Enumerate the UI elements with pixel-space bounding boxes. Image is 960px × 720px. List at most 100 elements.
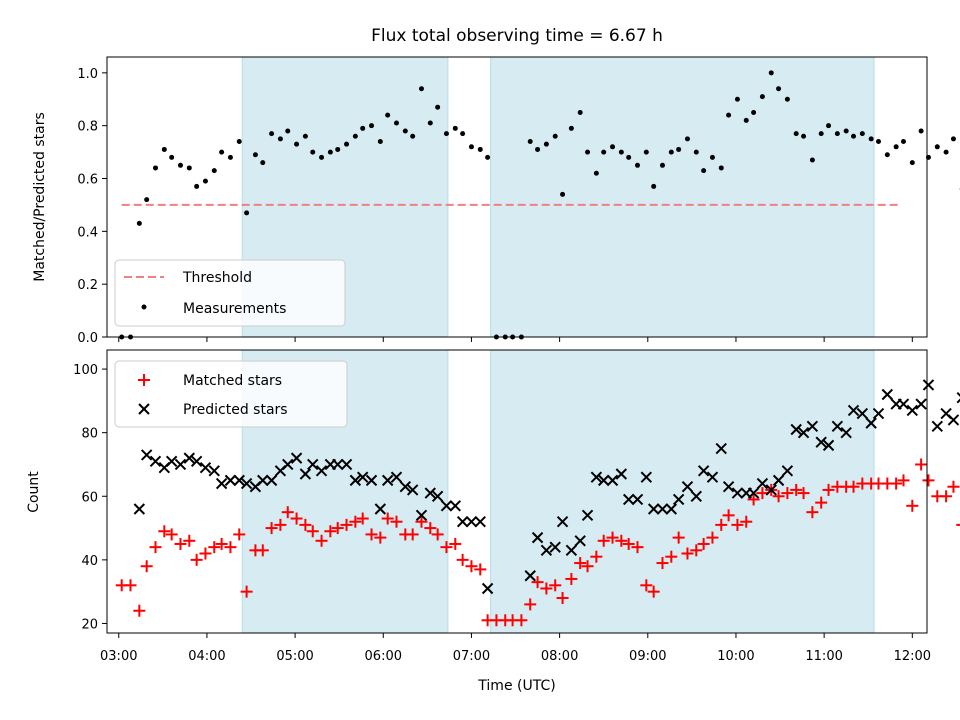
y-axis-ticks-bottom: 20 40 60 80 100 [73, 363, 107, 632]
predicted-stars-point-12 [233, 474, 245, 487]
matched-stars-point-41 [456, 553, 469, 566]
measurements-point-80 [784, 96, 790, 102]
matched-stars-point-68 [681, 547, 694, 560]
matched-stars-point-20 [281, 506, 294, 519]
matched-stars-point-14 [233, 528, 246, 541]
matched-stars-point-55 [574, 557, 587, 570]
predicted-stars-point-64 [697, 465, 710, 477]
measurements-point-28 [352, 133, 358, 139]
chart-title: Flux total observing time = 6.67 h [371, 26, 663, 46]
predicted-stars-point-57 [640, 471, 653, 483]
x-axis-ticks-top [118, 337, 913, 342]
y-axis-label-bottom: Count [26, 471, 42, 513]
matched-stars-point-18 [265, 522, 278, 535]
matched-stars-point-27 [340, 518, 353, 531]
ratio-panel: Flux total observing time = 6.67 h 0.00.… [32, 26, 960, 346]
measurements-point-98 [934, 144, 940, 150]
matched-stars-point-57 [590, 550, 603, 563]
predicted-stars-point-58 [647, 503, 660, 515]
predicted-stars-point-18 [282, 458, 294, 471]
predicted-stars-point-90 [915, 398, 927, 410]
measurements-point-11 [211, 168, 217, 174]
y-axis-ticks-top: 0.0 0.2 0.4 0.6 0.8 1.0 [77, 67, 107, 346]
matched-stars-point-32 [381, 512, 394, 525]
matched-stars-point-82 [797, 487, 810, 500]
measurements-point-25 [327, 149, 333, 155]
measurements-point-27 [344, 141, 350, 147]
measurements-point-12 [219, 149, 225, 155]
predicted-stars-point-77 [806, 420, 819, 433]
matched-stars-point-95 [906, 499, 919, 512]
legend-bottom: Matched stars Predicted stars [114, 360, 348, 428]
predicted-stars-point-45 [540, 544, 553, 557]
matched-stars-point-61 [622, 537, 635, 550]
matched-stars-point-51 [540, 582, 553, 595]
measurements-point-59 [610, 144, 616, 150]
matched-stars-point-19 [274, 518, 287, 531]
matched-stars-point-12 [215, 537, 228, 550]
predicted-stars-point-44 [531, 531, 544, 544]
predicted-stars-point-52 [597, 474, 610, 487]
predicted-stars-point-83 [856, 407, 869, 420]
y-tick-label-4: 100 [73, 363, 98, 378]
predicted-stars-point-85 [872, 407, 885, 420]
legend-top: Threshold Measurements [114, 259, 346, 327]
measurements-point-90 [868, 136, 874, 142]
count-panel: 20 40 60 80 100 03:00 04:00 05:00 06:00 07:00 08:… [26, 349, 960, 694]
measurements-point-93 [893, 144, 899, 150]
x-tick-label-0: 03:00 [100, 649, 137, 664]
predicted-stars-point-74 [781, 465, 794, 477]
predicted-stars-point-49 [574, 535, 586, 547]
matched-stars-point-77 [756, 487, 769, 500]
predicted-stars-point-94 [947, 414, 960, 426]
measurements-point-4 [152, 165, 158, 171]
predicted-stars-point-28 [365, 474, 378, 487]
measurements-point-5 [161, 146, 167, 152]
y-tick-label-2: 60 [81, 490, 98, 505]
measurements-point-49 [527, 139, 533, 145]
matched-stars-point-84 [815, 496, 828, 509]
predicted-stars-point-81 [840, 426, 852, 439]
matched-stars-point-22 [299, 518, 312, 531]
matched-stars-point-93 [890, 477, 903, 490]
measurements-point-76 [751, 109, 757, 115]
y-tick-label-5: 1.0 [77, 67, 98, 82]
x-tick-label-2: 05:00 [276, 649, 313, 664]
predicted-stars-point-71 [756, 477, 769, 490]
matched-stars-point-43 [474, 563, 487, 576]
legend-matched-swatch [138, 374, 150, 386]
matched-stars-point-10 [199, 547, 212, 560]
legend-box-top [114, 259, 346, 327]
measurements-point-79 [776, 86, 782, 92]
predicted-stars-point-37 [440, 500, 453, 512]
y-tick-label-2: 0.4 [77, 225, 98, 240]
measurements-point-77 [759, 94, 765, 100]
matched-stars-point-88 [847, 480, 860, 493]
matched-stars-point-6 [165, 528, 178, 541]
measurements-point-58 [601, 149, 607, 155]
measurements-point-35 [410, 133, 416, 139]
predicted-stars-point-70 [747, 487, 760, 499]
observing-intervals [241, 349, 875, 634]
matched-stars-point-83 [806, 506, 819, 519]
legend-measurements-swatch [141, 304, 147, 310]
matched-stars-point-31 [374, 531, 387, 544]
y-axis-label-top: Matched/Predicted stars [32, 112, 48, 282]
predicted-stars-point-59 [656, 503, 669, 515]
matched-stars-point-96 [915, 458, 928, 471]
predicted-stars-point-80 [831, 420, 844, 433]
y-tick-label-1: 40 [81, 554, 98, 569]
matched-stars-point-79 [772, 490, 785, 503]
predicted-stars-point-42 [481, 582, 494, 595]
measurements-point-74 [734, 96, 740, 102]
predicted-stars-point-20 [299, 468, 312, 480]
predicted-stars-point-65 [706, 471, 719, 483]
predicted-stars-point-9 [208, 465, 220, 477]
matched-stars-point-28 [349, 515, 362, 528]
x-tick-label-9: 12:00 [894, 649, 931, 664]
matched-stars-point-36 [415, 515, 428, 528]
matched-stars-point-70 [697, 537, 710, 550]
measurements-point-72 [718, 165, 724, 171]
measurements-point-53 [560, 191, 566, 197]
